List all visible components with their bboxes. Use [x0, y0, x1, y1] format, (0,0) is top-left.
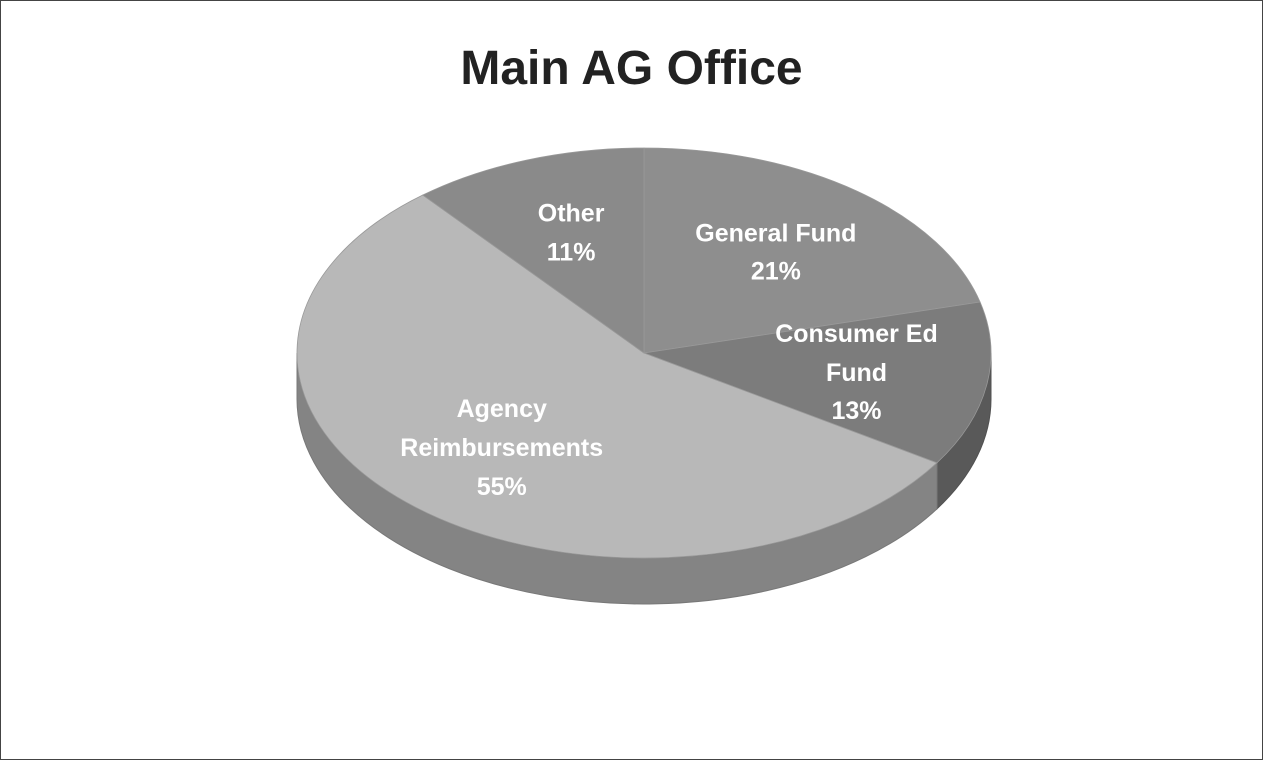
- slice-label: General Fund 21%: [668, 214, 883, 292]
- slice-label: Agency Reimbursements 55%: [394, 390, 609, 506]
- slice-category: Consumer Ed Fund: [775, 319, 938, 387]
- pie-slice: [422, 147, 645, 354]
- chart-title: Main AG Office: [460, 42, 803, 95]
- slice-category: Agency Reimbursements: [400, 395, 604, 462]
- pie-slice: [296, 194, 938, 559]
- slice-value: 13%: [831, 397, 882, 426]
- slice-value: 11%: [546, 238, 596, 267]
- slice-label: Consumer Ed Fund 13%: [749, 315, 964, 431]
- pie-slice: [643, 147, 981, 354]
- slice-category: General Fund: [695, 218, 857, 247]
- slice-value: 21%: [750, 257, 801, 286]
- slice-label: Other 11%: [464, 195, 679, 273]
- slice-category: Other: [537, 199, 605, 228]
- pie-slice: [642, 301, 992, 464]
- slice-value: 55%: [476, 472, 527, 501]
